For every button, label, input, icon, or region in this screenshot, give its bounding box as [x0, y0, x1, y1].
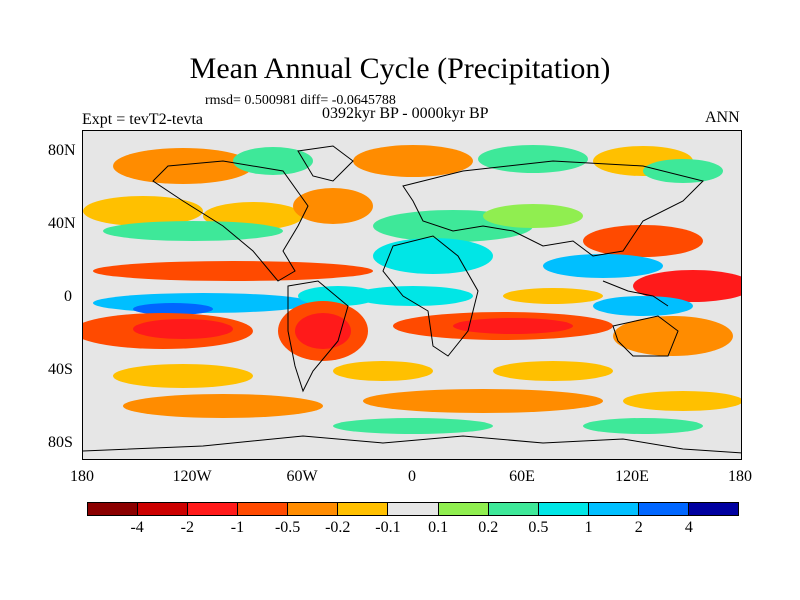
y-tick-label: 0 [64, 288, 72, 305]
experiment-label: Expt = tevT2-tevta [82, 111, 203, 128]
precip-anomaly-fields [83, 145, 741, 434]
antarctica-outline [83, 435, 741, 454]
colorbar-swatch [538, 503, 589, 515]
field-patch [453, 318, 573, 334]
colorbar-label: 1 [584, 519, 593, 536]
field-patch [113, 148, 253, 184]
field-patch [583, 225, 703, 257]
field-patch [493, 361, 613, 381]
colorbar-swatch [488, 503, 539, 515]
colorbar-label: -4 [130, 519, 144, 536]
plot-title: Mean Annual Cycle (Precipitation) [189, 52, 611, 85]
x-tick-label: 180 [728, 468, 752, 485]
coastlines [83, 145, 741, 454]
x-tick-label: 120W [172, 468, 212, 485]
colorbar-swatch [388, 503, 439, 515]
season-label: ANN [705, 109, 740, 126]
colorbar-swatch [188, 503, 239, 515]
y-tick-label: 40N [48, 215, 76, 232]
field-patch [83, 196, 203, 226]
colorbar-label: -0.5 [274, 519, 301, 536]
colorbar-swatch [288, 503, 339, 515]
field-patch [583, 418, 703, 434]
colorbar-label: 0.2 [478, 519, 499, 536]
north-america-outline [152, 160, 309, 282]
colorbar-label: -0.1 [375, 519, 401, 536]
field-patch [298, 286, 378, 306]
precipitation-map [83, 145, 741, 454]
field-patch [353, 286, 473, 306]
colorbar-swatch [238, 503, 289, 515]
field-patch [478, 145, 588, 173]
colorbar-label: -1 [230, 519, 245, 536]
period-label: 0392kyr BP - 0000kyr BP [322, 105, 489, 122]
field-patch [623, 391, 741, 411]
colorbar-label: 0.5 [528, 519, 549, 536]
field-patch [233, 147, 313, 175]
field-patch [93, 261, 373, 281]
colorbar-swatch [338, 503, 389, 515]
field-patch [103, 221, 283, 241]
eurasia-outline [402, 160, 704, 257]
field-patch [593, 296, 693, 316]
field-patch [483, 204, 583, 228]
field-patch [643, 159, 723, 183]
south-america-outline [287, 280, 349, 393]
colorbar-swatch [688, 503, 739, 515]
colorbar-swatch [588, 503, 639, 515]
maritime-continent-outline [602, 280, 669, 307]
colorbar-label: 0.1 [428, 519, 449, 536]
greenland-outline [297, 145, 354, 182]
field-patch [295, 313, 351, 349]
field-patch [133, 319, 233, 339]
field-patch [113, 364, 253, 388]
colorbar-swatch [88, 503, 139, 515]
colorbar-label: -2 [180, 519, 194, 536]
field-patch [333, 418, 493, 434]
x-tick-label: 60E [509, 468, 535, 485]
field-patch [363, 389, 603, 413]
x-tick-label: 60W [286, 468, 318, 485]
field-patch [633, 270, 741, 302]
field-patch [543, 254, 663, 278]
x-tick-label: 0 [408, 468, 416, 485]
field-patch [123, 394, 323, 418]
y-tick-label: 40S [48, 361, 73, 378]
field-patch [333, 361, 433, 381]
x-tick-label: 120E [615, 468, 649, 485]
x-tick-label: 180 [70, 468, 94, 485]
australia-outline [612, 315, 679, 357]
field-patch [133, 303, 213, 315]
field-patch [373, 238, 493, 274]
colorbar [87, 502, 739, 516]
field-patch [613, 316, 733, 356]
y-tick-label: 80S [48, 434, 73, 451]
y-tick-label: 80N [48, 142, 76, 159]
field-patch [293, 188, 373, 224]
colorbar-swatch [638, 503, 689, 515]
colorbar-label: 4 [684, 519, 693, 536]
field-patch [503, 288, 603, 304]
colorbar-label: 2 [634, 519, 643, 536]
colorbar-swatch [438, 503, 489, 515]
colorbar-swatch [138, 503, 189, 515]
field-patch [353, 145, 473, 177]
map-panel [82, 130, 742, 460]
colorbar-label: -0.2 [325, 519, 351, 536]
africa-outline [382, 235, 479, 357]
stats-label: rmsd= 0.500981 diff= -0.0645788 [205, 93, 396, 108]
